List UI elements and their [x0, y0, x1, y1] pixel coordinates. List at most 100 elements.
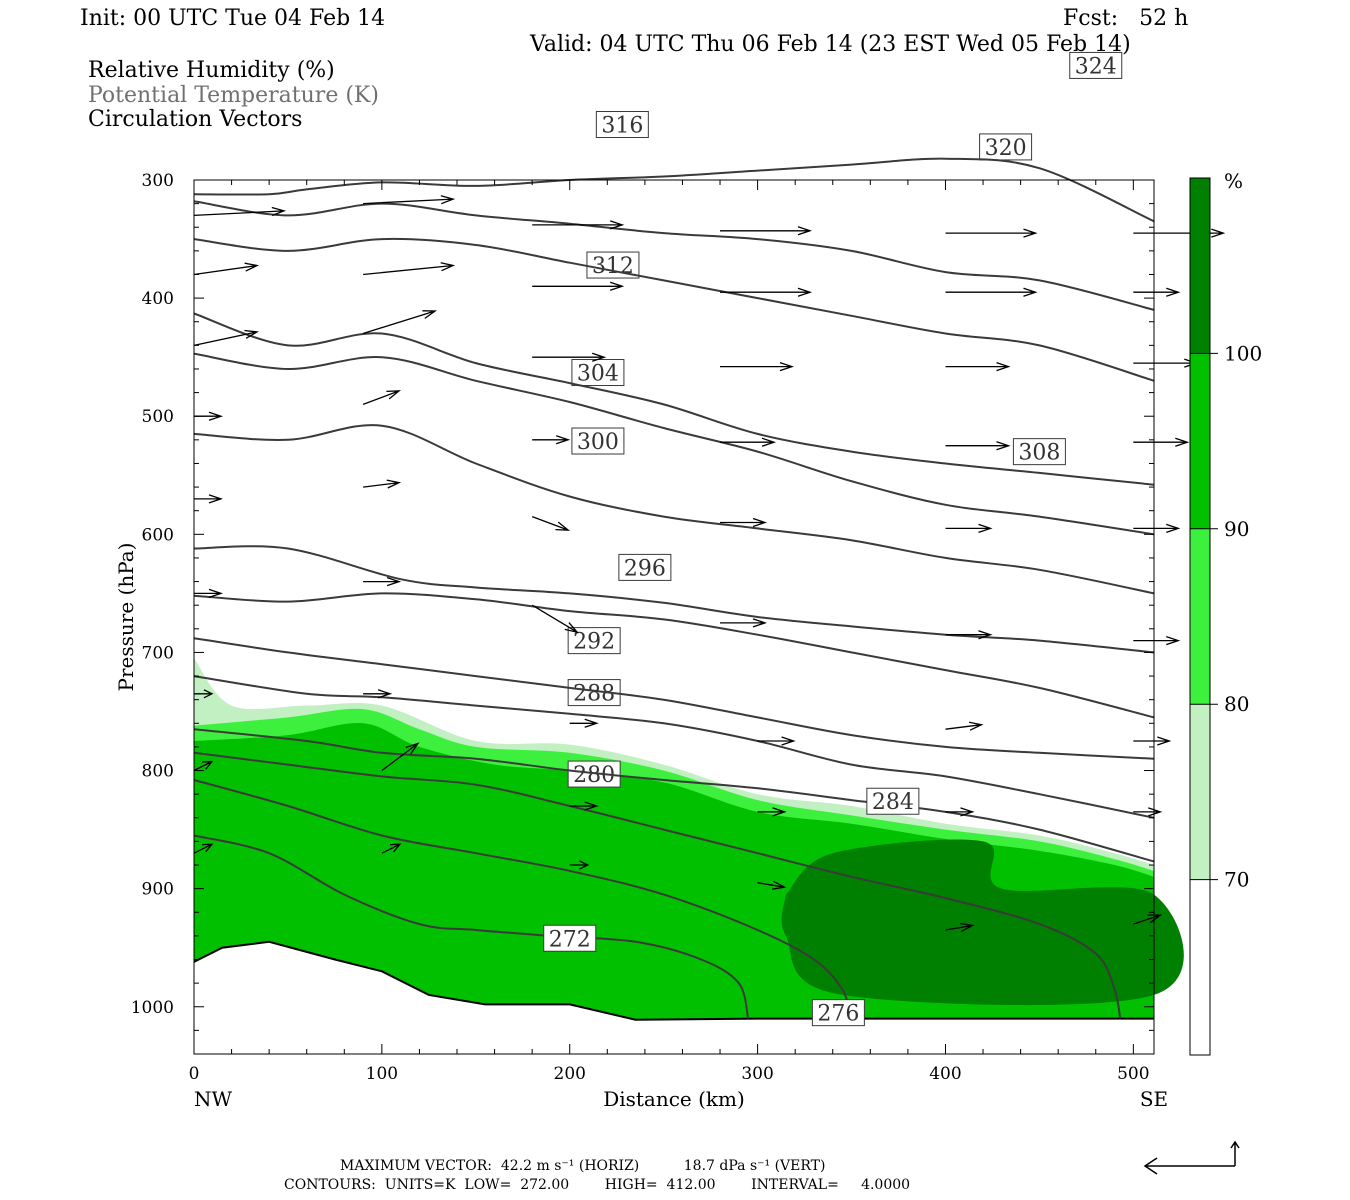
- vector-13: [362, 310, 438, 335]
- vector-16: [945, 361, 1011, 372]
- colorbar-label-90: 90: [1224, 517, 1249, 541]
- vector-25: [363, 479, 402, 489]
- circulation-vectors: [193, 195, 1226, 932]
- theta-label-box-284: [866, 787, 920, 815]
- theta-label-272: 272: [549, 927, 591, 952]
- vector-39: [757, 736, 796, 746]
- legend-vectors: Circulation Vectors: [88, 107, 303, 132]
- vector-45: [757, 807, 787, 817]
- vector-31: [363, 576, 402, 587]
- vector-41: [1133, 736, 1172, 746]
- reference-vector-icon: [1143, 1140, 1240, 1175]
- theta-contour-316: [193, 237, 1155, 382]
- vector-3: [720, 226, 813, 236]
- rh-region-100: [781, 839, 1184, 1006]
- vector-28: [945, 523, 993, 534]
- vector-7: [363, 262, 456, 276]
- terrain-line: [193, 940, 1154, 1021]
- colorbar-segment-0: [1190, 879, 1210, 1055]
- theta-label-box-300: [571, 427, 625, 455]
- vector-6: [193, 262, 260, 276]
- vector-51: [757, 880, 787, 890]
- vector-24: [194, 494, 224, 504]
- theta-label-284: 284: [872, 790, 914, 815]
- y-tick-label-700: 700: [142, 643, 174, 663]
- y-tick-label-600: 600: [142, 525, 174, 545]
- x-tick-label-100: 100: [366, 1064, 398, 1084]
- ref-horiz-arrow: [1143, 1157, 1235, 1175]
- theta-contour-312: [193, 312, 1155, 486]
- x-end-label-left: NW: [194, 1087, 233, 1111]
- theta-contour-292: [193, 637, 1155, 760]
- plot-border: [193, 179, 1155, 1055]
- vector-26: [531, 515, 571, 531]
- vector-37: [363, 689, 393, 699]
- theta-label-300: 300: [577, 430, 619, 455]
- vector-40: [945, 721, 984, 731]
- vector-0: [193, 206, 287, 217]
- colorbar-segment-4: [1190, 178, 1210, 354]
- theta-label-288: 288: [573, 682, 615, 707]
- theta-label-box-324: [1069, 51, 1123, 79]
- y-axis-label: Pressure (hPa): [114, 543, 138, 692]
- vector-42: [193, 760, 214, 772]
- theta-label-box-296: [618, 553, 672, 581]
- plot-frame: [193, 179, 1155, 1055]
- contour-info: CONTOURS: UNITS=K LOW= 272.00 HIGH= 412.…: [284, 1177, 911, 1193]
- vector-34: [945, 630, 993, 640]
- vector-19: [362, 390, 402, 406]
- vector-33: [720, 618, 768, 628]
- vector-12: [193, 329, 260, 347]
- rh-colorbar: 70 80 90 100%: [1189, 169, 1262, 1056]
- vector-52: [945, 922, 975, 932]
- theta-contour-320: [193, 200, 1155, 311]
- x-tick-label-300: 300: [741, 1064, 773, 1084]
- theta-contour-296: [193, 592, 1155, 719]
- theta-contour-280: [193, 751, 1122, 1019]
- vector-35: [1133, 635, 1181, 646]
- theta-label-324: 324: [1075, 54, 1117, 79]
- theta-label-box-316: [595, 110, 649, 138]
- vector-14: [532, 352, 607, 362]
- theta-contours: 2722762802842882922963003043083123163203…: [193, 51, 1155, 1027]
- vector-1: [363, 195, 456, 205]
- axes: 0 100 200 300 400 500 300 400 500 600 700 800 900 100…: [114, 171, 1168, 1111]
- vector-29: [1133, 523, 1181, 534]
- max-vector-note: MAXIMUM VECTOR: 42.2 m s⁻¹ (HORIZ) 18.7 …: [340, 1158, 826, 1174]
- vector-48: [193, 843, 214, 854]
- colorbar-segment-3: [1190, 353, 1210, 529]
- colorbar-border: [1189, 177, 1211, 1056]
- theta-label-292: 292: [573, 630, 615, 655]
- x-end-label-right: SE: [1140, 1087, 1168, 1111]
- x-tick-label-0: 0: [189, 1064, 200, 1084]
- vector-23: [1133, 437, 1190, 447]
- vector-27: [720, 517, 768, 528]
- vector-38: [569, 718, 599, 728]
- theta-label-320: 320: [985, 136, 1027, 161]
- theta-contour-288: [193, 675, 1155, 819]
- colorbar-label-100: 100: [1224, 341, 1262, 365]
- vector-46: [945, 807, 975, 817]
- theta-label-276: 276: [817, 1002, 859, 1027]
- theta-label-304: 304: [577, 362, 619, 387]
- vector-43: [381, 742, 420, 772]
- vector-32: [531, 604, 579, 634]
- theta-contour-308: [193, 352, 1155, 536]
- below-ground-mask: [194, 941, 1154, 1054]
- y-tick-label-300: 300: [142, 171, 174, 191]
- valid-time: Valid: 04 UTC Thu 06 Feb 14 (23 EST Wed …: [530, 32, 1131, 57]
- y-tick-label-400: 400: [142, 289, 174, 309]
- theta-label-308: 308: [1018, 441, 1060, 466]
- theta-contour-300: [193, 545, 1155, 654]
- theta-contour-272: [193, 834, 750, 1019]
- y-tick-label-500: 500: [142, 407, 174, 427]
- theta-label-box-320: [979, 133, 1033, 161]
- theta-label-box-308: [1012, 438, 1066, 466]
- theta-label-312: 312: [592, 254, 634, 279]
- vector-21: [720, 437, 777, 447]
- ref-vert-arrow: [1230, 1140, 1240, 1166]
- vector-44: [569, 801, 599, 811]
- vector-9: [720, 287, 813, 297]
- vector-30: [194, 588, 224, 599]
